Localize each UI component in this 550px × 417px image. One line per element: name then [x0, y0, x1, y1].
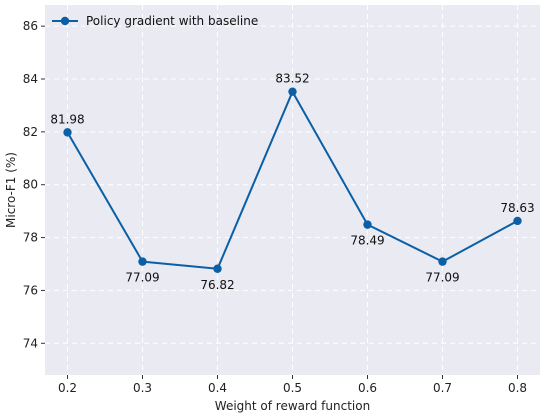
- data-point: [513, 216, 522, 226]
- data-label: 81.98: [50, 112, 84, 126]
- x-tick-label: 0.2: [58, 381, 77, 395]
- y-tick-label: 82: [23, 125, 38, 139]
- x-tick-label: 0.3: [133, 381, 152, 395]
- y-axis-label: Micro-F1 (%): [4, 152, 18, 228]
- y-tick-label: 80: [23, 178, 38, 192]
- y-tick-label: 76: [23, 283, 38, 297]
- x-tick-label: 0.4: [208, 381, 227, 395]
- data-point: [213, 264, 222, 273]
- data-point: [363, 220, 372, 229]
- data-label: 77.09: [425, 271, 459, 285]
- series-layer: [63, 87, 522, 273]
- axes: 0.2 0.3 0.4 0.5 0.6 0.7 0.8 74 76 78 80 82 84 86: [23, 19, 527, 395]
- y-tick-label: 78: [23, 231, 38, 245]
- data-label: 76.82: [200, 278, 234, 292]
- x-axis-label: Weight of reward function: [215, 399, 370, 413]
- legend: Policy gradient with baseline: [52, 14, 258, 28]
- data-point: [63, 128, 72, 137]
- data-labels: 81.98 77.09 76.82 83.52 78.49 77.09 78.63: [50, 72, 534, 292]
- y-tick-label: 86: [23, 19, 38, 33]
- data-label: 77.09: [125, 271, 159, 285]
- legend-point-marker: [60, 16, 70, 26]
- data-point: [288, 87, 297, 96]
- data-point: [438, 257, 447, 266]
- y-tick-label: 84: [23, 72, 38, 86]
- data-point: [138, 257, 147, 266]
- legend-label: Policy gradient with baseline: [86, 14, 258, 28]
- y-tick-label: 74: [23, 336, 38, 350]
- grid: [45, 5, 540, 375]
- x-tick-label: 0.5: [283, 381, 302, 395]
- data-label: 83.52: [275, 72, 309, 86]
- data-label: 78.63: [500, 201, 534, 215]
- x-tick-label: 0.6: [358, 381, 377, 395]
- x-tick-label: 0.7: [433, 381, 452, 395]
- data-label: 78.49: [350, 234, 384, 248]
- x-tick-label: 0.8: [508, 381, 527, 395]
